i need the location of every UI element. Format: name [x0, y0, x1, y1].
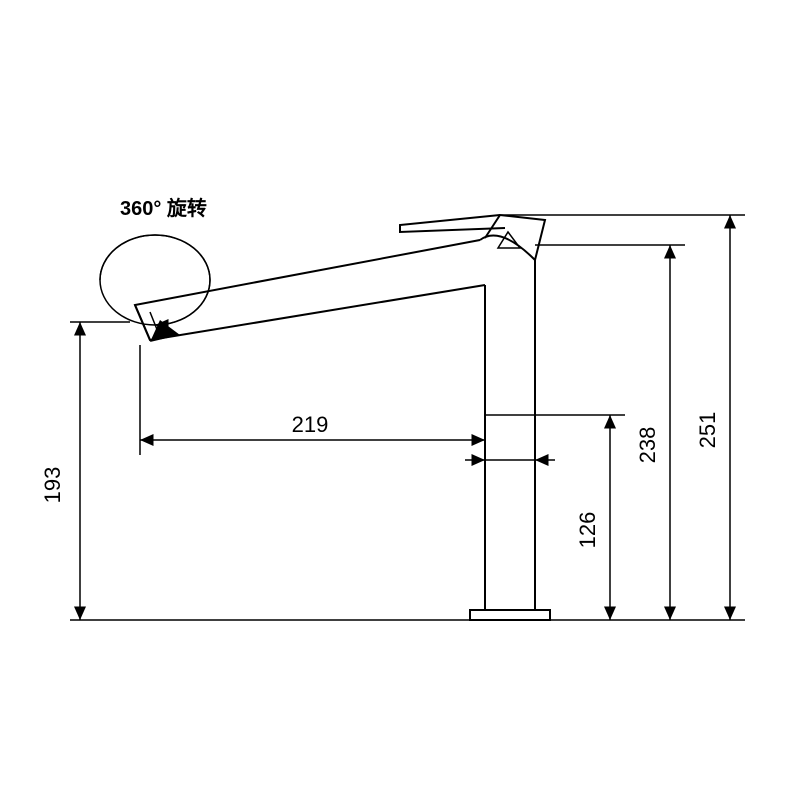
svg-text:238: 238: [635, 427, 660, 464]
extension-lines: [70, 215, 745, 620]
dim-handle-height: 238: [635, 245, 670, 620]
dim-spout-reach: 219: [140, 412, 485, 440]
dim-overall-height: 251: [695, 215, 730, 620]
svg-text:219: 219: [292, 412, 329, 437]
dim-body-height: 126: [575, 415, 610, 620]
rotation-label: 360° 旋转: [120, 196, 207, 220]
faucet-outline: [135, 215, 550, 620]
technical-drawing: 360° 旋转 193 219 126 238: [0, 0, 800, 800]
svg-text:126: 126: [575, 512, 600, 549]
dim-spout-height: 193: [40, 322, 80, 620]
svg-text:251: 251: [695, 412, 720, 449]
svg-text:193: 193: [40, 467, 65, 504]
